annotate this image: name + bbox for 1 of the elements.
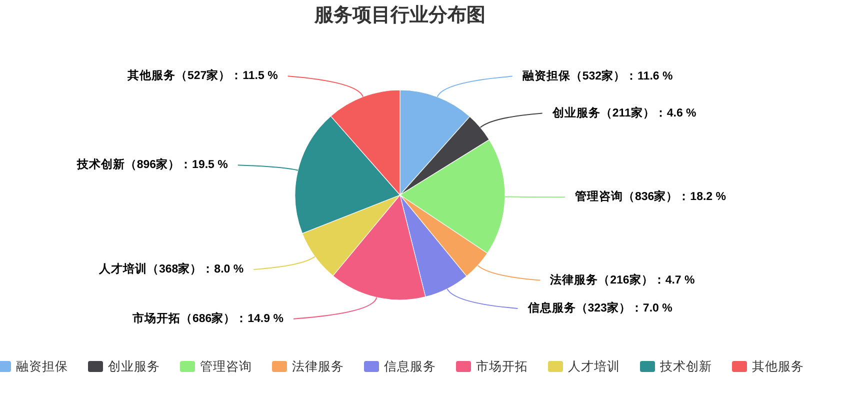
title: 服务项目行业分布图	[314, 5, 486, 26]
